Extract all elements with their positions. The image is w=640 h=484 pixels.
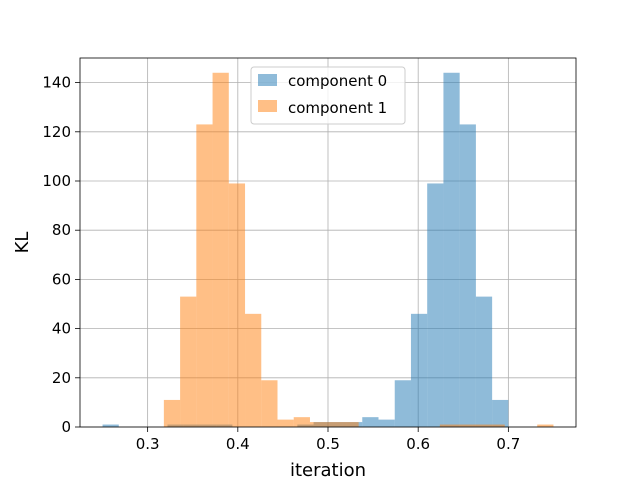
bar-component-0-bin-9: [362, 417, 379, 427]
bar-component-0-bin-16: [475, 296, 493, 427]
bar-component-1-bin-13: [456, 424, 473, 427]
bar-component-0-bin-17: [492, 399, 509, 427]
bar-component-1-bin-4: [228, 183, 246, 427]
bar-component-0-bin-11: [394, 380, 411, 427]
x-tick-label-0: 0.3: [136, 435, 160, 453]
y-tick-label-2: 40: [52, 320, 71, 338]
histogram-bars: [102, 72, 554, 428]
y-tick-label-7: 140: [42, 74, 71, 92]
bar-component-1-bin-3: [212, 72, 229, 427]
y-tick-label-4: 80: [52, 221, 71, 239]
bar-component-0-bin-15: [459, 124, 476, 428]
legend-swatch-component-1: [258, 100, 277, 112]
bar-component-1-bin-7: [277, 419, 294, 427]
y-tick-label-3: 60: [52, 270, 71, 288]
bar-component-1-bin-16: [537, 424, 554, 427]
bar-component-0-bin-14: [443, 72, 460, 427]
legend-label-component-1: component 1: [288, 99, 387, 117]
bar-component-0-bin-12: [410, 313, 428, 427]
bar-component-0-bin-10: [378, 419, 395, 427]
legend-box: [250, 66, 406, 125]
bar-component-1-bin-5: [245, 313, 262, 427]
legend: component 0 component 1: [250, 66, 406, 125]
bar-component-1-bin-9: [309, 422, 327, 427]
bar-component-1-bin-10: [326, 422, 343, 427]
y-tick-label-6: 120: [42, 123, 71, 141]
legend-swatch-component-0: [258, 74, 277, 86]
x-axis-label: iteration: [290, 460, 366, 480]
bar-component-1-bin-11: [342, 422, 359, 427]
y-tick-label-0: 0: [61, 418, 71, 436]
bar-component-0-bin-13: [427, 183, 444, 427]
axis-ticks: 0.3 0.4 0.5 0.6 0.7 0 20 40 60 80 100 120 140: [42, 74, 520, 453]
bar-component-1-bin-8: [293, 417, 310, 427]
bar-component-1-bin-0: [163, 399, 181, 427]
x-tick-label-2: 0.5: [316, 435, 340, 453]
x-tick-label-1: 0.4: [226, 435, 250, 453]
bar-component-1-bin-1: [180, 296, 197, 427]
bar-component-1-bin-12: [439, 424, 457, 427]
y-tick-label-5: 100: [42, 172, 71, 190]
bar-component-1-bin-15: [488, 424, 505, 427]
bar-component-1-bin-14: [472, 424, 489, 427]
bar-component-0-bin-0: [102, 424, 119, 427]
y-tick-label-1: 20: [52, 369, 71, 387]
legend-label-component-0: component 0: [288, 72, 387, 90]
bar-component-1-bin-2: [196, 124, 213, 428]
x-tick-label-4: 0.7: [496, 435, 520, 453]
x-tick-label-3: 0.6: [406, 435, 430, 453]
y-axis-label: KL: [12, 232, 33, 254]
bar-component-1-bin-6: [261, 380, 278, 427]
